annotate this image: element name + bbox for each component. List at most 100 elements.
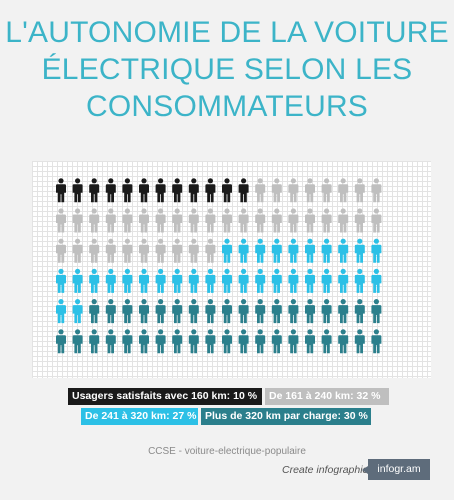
title-line-3: CONSOMMATEURS [85, 90, 369, 123]
person-icon [155, 329, 166, 354]
person-icon [72, 299, 83, 324]
person-icon [238, 299, 249, 324]
person-icon [72, 268, 83, 293]
person-icon [89, 268, 100, 293]
legend-row-1: Usagers satisfaits avec 160 km: 10 % De … [0, 388, 454, 405]
person-icon [354, 299, 365, 324]
person-icon [371, 268, 382, 293]
person-icon [371, 208, 382, 233]
person-icon [338, 178, 349, 203]
person-icon [105, 268, 116, 293]
create-infographics-link[interactable]: Create infographics [282, 464, 374, 476]
person-icon [255, 268, 266, 293]
person-icon [89, 208, 100, 233]
person-icon [288, 238, 299, 263]
person-icon [321, 329, 332, 354]
person-icon [155, 208, 166, 233]
person-icon [222, 238, 232, 263]
person-icon [188, 329, 199, 354]
person-icon [321, 178, 332, 203]
person-icon [305, 178, 315, 203]
person-icon [305, 268, 315, 293]
person-icon [371, 178, 382, 203]
person-icon [321, 299, 332, 324]
person-icon [371, 299, 382, 324]
person-icon [188, 268, 199, 293]
person-icon [321, 268, 332, 293]
person-icon [139, 178, 149, 203]
person-icon [305, 329, 315, 354]
person-icon [172, 238, 183, 263]
legend-item-2: De 241 à 320 km: 27 % [81, 408, 198, 425]
person-icon [122, 238, 133, 263]
person-icon [338, 208, 349, 233]
person-icon [89, 329, 100, 354]
person-icon [105, 238, 116, 263]
person-icon [155, 178, 166, 203]
person-icon [255, 299, 266, 324]
person-icon [172, 299, 183, 324]
legend-row-2: De 241 à 320 km: 27 % Plus de 320 km par… [0, 408, 454, 425]
person-icon [89, 178, 100, 203]
person-icon [288, 299, 299, 324]
legend-item-0: Usagers satisfaits avec 160 km: 10 % [68, 388, 262, 405]
people-pictogram [56, 178, 382, 354]
person-icon [122, 208, 133, 233]
person-icon [238, 208, 249, 233]
person-icon [255, 178, 266, 203]
person-icon [271, 299, 282, 324]
pictogram-panel [32, 161, 431, 378]
person-icon [238, 178, 249, 203]
person-icon [271, 268, 282, 293]
person-icon [222, 178, 232, 203]
person-icon [338, 268, 349, 293]
person-icon [188, 208, 199, 233]
person-icon [338, 299, 349, 324]
person-icon [255, 208, 266, 233]
person-icon [56, 178, 66, 203]
person-icon [238, 238, 249, 263]
person-icon [288, 208, 299, 233]
person-icon [205, 178, 216, 203]
person-icon [205, 268, 216, 293]
person-icon [271, 329, 282, 354]
title-line-2: ÉLECTRIQUE SELON LES [41, 53, 413, 86]
person-icon [122, 178, 133, 203]
legend-item-3: Plus de 320 km par charge: 30 % [201, 408, 371, 425]
person-icon [205, 208, 216, 233]
person-icon [155, 299, 166, 324]
person-icon [354, 238, 365, 263]
infogram-logo[interactable]: infogr.am [362, 459, 430, 480]
person-icon [205, 238, 216, 263]
person-icon [188, 299, 199, 324]
person-icon [172, 178, 183, 203]
person-icon [255, 238, 266, 263]
person-icon [271, 178, 282, 203]
person-icon [321, 208, 332, 233]
person-icon [56, 268, 66, 293]
person-icon [271, 208, 282, 233]
person-icon [222, 329, 232, 354]
person-icon [205, 329, 216, 354]
person-icon [56, 238, 66, 263]
person-icon [139, 238, 149, 263]
person-icon [56, 208, 66, 233]
person-icon [72, 238, 83, 263]
person-icon [139, 208, 149, 233]
person-icon [139, 268, 149, 293]
person-icon [172, 268, 183, 293]
person-icon [338, 329, 349, 354]
person-icon [305, 238, 315, 263]
person-icon [72, 178, 83, 203]
person-icon [288, 178, 299, 203]
person-icon [188, 178, 199, 203]
person-icon [172, 208, 183, 233]
person-icon [105, 178, 116, 203]
person-icon [56, 299, 66, 324]
person-icon [155, 268, 166, 293]
person-icon [305, 208, 315, 233]
person-icon [354, 178, 365, 203]
person-icon [105, 329, 116, 354]
person-icon [139, 299, 149, 324]
legend-item-1: De 161 à 240 km: 32 % [265, 388, 389, 405]
